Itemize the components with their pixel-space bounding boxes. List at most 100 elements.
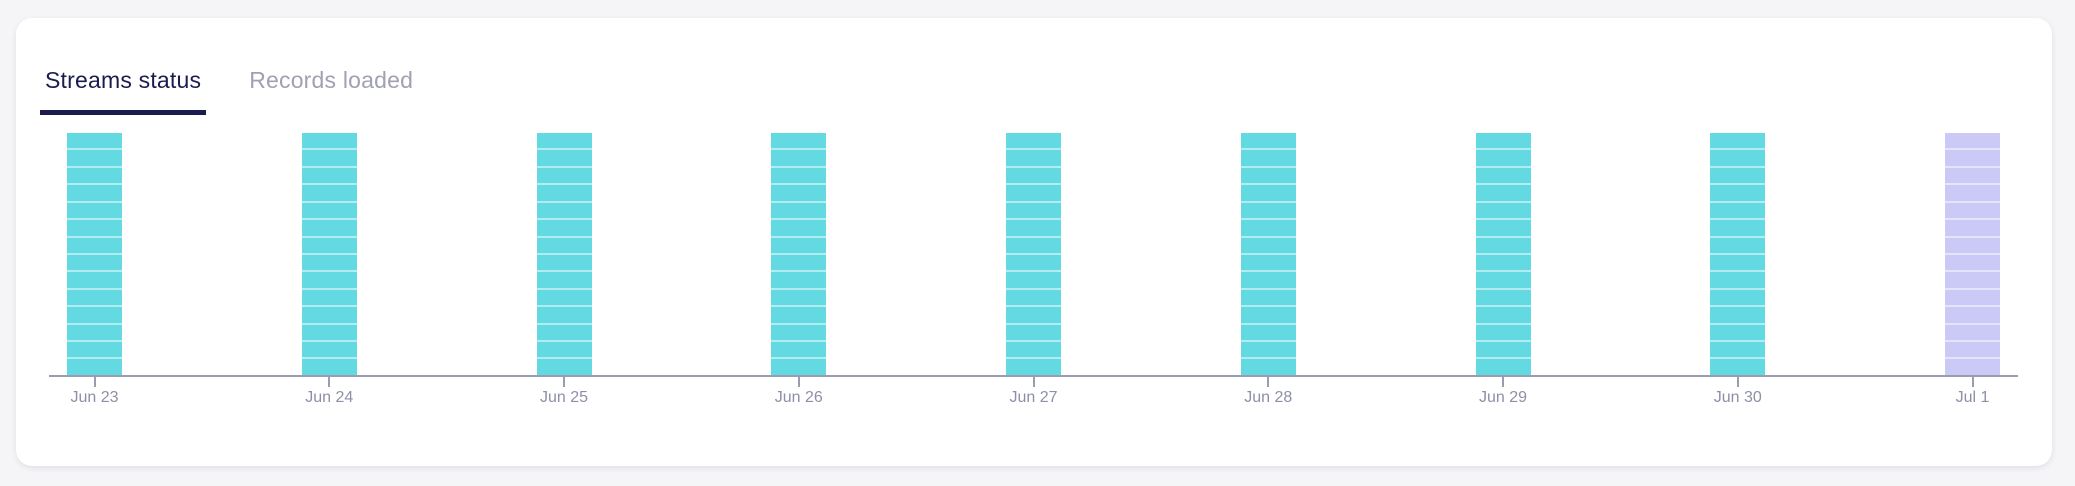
stream-segment[interactable] [536, 200, 592, 219]
stream-segment[interactable] [1475, 235, 1531, 253]
stream-segment[interactable] [301, 218, 357, 236]
stream-segment[interactable] [67, 148, 122, 166]
stream-segment[interactable] [1710, 165, 1766, 184]
stream-segment[interactable] [771, 235, 827, 253]
stream-segment[interactable] [1475, 165, 1531, 184]
stream-segment[interactable] [1240, 357, 1296, 375]
stream-segment[interactable] [771, 148, 827, 166]
stream-segment[interactable] [1240, 322, 1296, 341]
status-bar-jun-29[interactable] [1475, 133, 1531, 375]
stream-segment[interactable] [1945, 287, 2000, 306]
stream-segment[interactable] [301, 270, 357, 288]
stream-segment[interactable] [301, 133, 357, 149]
stream-segment[interactable] [1945, 183, 2000, 201]
stream-segment[interactable] [1710, 270, 1766, 288]
stream-segment[interactable] [1710, 357, 1766, 375]
stream-segment[interactable] [536, 357, 592, 375]
stream-segment[interactable] [1945, 252, 2000, 271]
stream-segment[interactable] [1945, 148, 2000, 166]
stream-segment[interactable] [1475, 305, 1531, 323]
stream-segment[interactable] [1240, 340, 1296, 358]
stream-segment[interactable] [1240, 133, 1296, 149]
stream-segment[interactable] [1240, 218, 1296, 236]
stream-segment[interactable] [1945, 357, 2000, 375]
stream-segment[interactable] [1240, 287, 1296, 306]
stream-segment[interactable] [301, 165, 357, 184]
stream-segment[interactable] [67, 235, 122, 253]
stream-segment[interactable] [1945, 133, 2000, 149]
stream-segment[interactable] [1006, 148, 1061, 166]
stream-segment[interactable] [1945, 165, 2000, 184]
stream-segment[interactable] [1240, 235, 1296, 253]
stream-segment[interactable] [1710, 183, 1766, 201]
stream-segment[interactable] [1006, 252, 1061, 271]
stream-segment[interactable] [1945, 270, 2000, 288]
stream-segment[interactable] [1710, 200, 1766, 219]
stream-segment[interactable] [1710, 322, 1766, 341]
stream-segment[interactable] [771, 218, 827, 236]
stream-segment[interactable] [1006, 357, 1061, 375]
stream-segment[interactable] [536, 148, 592, 166]
stream-segment[interactable] [1006, 183, 1061, 201]
stream-segment[interactable] [1710, 218, 1766, 236]
stream-segment[interactable] [67, 270, 122, 288]
stream-segment[interactable] [536, 287, 592, 306]
stream-segment[interactable] [1240, 200, 1296, 219]
stream-segment[interactable] [536, 252, 592, 271]
stream-segment[interactable] [1710, 287, 1766, 306]
stream-segment[interactable] [301, 183, 357, 201]
stream-segment[interactable] [67, 287, 122, 306]
status-bar-jun-30[interactable] [1710, 133, 1766, 375]
stream-segment[interactable] [1710, 133, 1766, 149]
tab-streams-status[interactable]: Streams status [40, 66, 207, 115]
stream-segment[interactable] [536, 133, 592, 149]
stream-segment[interactable] [301, 200, 357, 219]
stream-segment[interactable] [1240, 252, 1296, 271]
stream-segment[interactable] [1006, 218, 1061, 236]
stream-segment[interactable] [67, 340, 122, 358]
stream-segment[interactable] [771, 165, 827, 184]
stream-segment[interactable] [771, 183, 827, 201]
stream-segment[interactable] [1240, 183, 1296, 201]
stream-segment[interactable] [301, 322, 357, 341]
stream-segment[interactable] [771, 357, 827, 375]
stream-segment[interactable] [536, 218, 592, 236]
stream-segment[interactable] [301, 287, 357, 306]
stream-segment[interactable] [1475, 287, 1531, 306]
stream-segment[interactable] [1945, 200, 2000, 219]
stream-segment[interactable] [1945, 305, 2000, 323]
stream-segment[interactable] [771, 200, 827, 219]
stream-segment[interactable] [67, 357, 122, 375]
stream-segment[interactable] [1710, 252, 1766, 271]
stream-segment[interactable] [1240, 148, 1296, 166]
stream-segment[interactable] [1945, 340, 2000, 358]
stream-segment[interactable] [1006, 235, 1061, 253]
stream-segment[interactable] [67, 252, 122, 271]
stream-segment[interactable] [1006, 270, 1061, 288]
stream-segment[interactable] [1475, 133, 1531, 149]
stream-segment[interactable] [1240, 305, 1296, 323]
stream-segment[interactable] [1710, 148, 1766, 166]
stream-segment[interactable] [1475, 357, 1531, 375]
stream-segment[interactable] [1945, 322, 2000, 341]
stream-segment[interactable] [67, 305, 122, 323]
stream-segment[interactable] [536, 165, 592, 184]
stream-segment[interactable] [536, 322, 592, 341]
stream-segment[interactable] [67, 218, 122, 236]
stream-segment[interactable] [1006, 133, 1061, 149]
stream-segment[interactable] [771, 133, 827, 149]
status-bar-jun-27[interactable] [1006, 133, 1061, 375]
status-bar-jun-25[interactable] [536, 133, 592, 375]
stream-segment[interactable] [771, 287, 827, 306]
stream-segment[interactable] [67, 183, 122, 201]
stream-segment[interactable] [536, 305, 592, 323]
stream-segment[interactable] [771, 322, 827, 341]
stream-segment[interactable] [771, 340, 827, 358]
stream-segment[interactable] [67, 322, 122, 341]
stream-segment[interactable] [67, 200, 122, 219]
status-bar-jun-23[interactable] [67, 133, 122, 375]
status-bar-jun-24[interactable] [301, 133, 357, 375]
stream-segment[interactable] [1945, 218, 2000, 236]
stream-segment[interactable] [1006, 340, 1061, 358]
stream-segment[interactable] [1006, 305, 1061, 323]
